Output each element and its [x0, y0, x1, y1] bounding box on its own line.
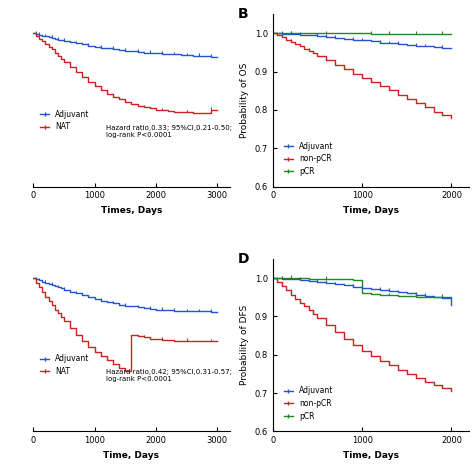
Text: Hazard ratio,0.33; 95%CI,0.21-0.50;
log-rank P<0.0001: Hazard ratio,0.33; 95%CI,0.21-0.50; log-… [106, 125, 232, 137]
Legend: Adjuvant, non-pCR, pCR: Adjuvant, non-pCR, pCR [281, 138, 337, 179]
X-axis label: Time, Days: Time, Days [103, 451, 159, 460]
X-axis label: Time, Days: Time, Days [343, 206, 399, 215]
Text: B: B [237, 7, 248, 21]
Text: D: D [237, 252, 249, 266]
Legend: Adjuvant, NAT: Adjuvant, NAT [37, 107, 93, 135]
Y-axis label: Probability of OS: Probability of OS [240, 63, 249, 138]
X-axis label: Times, Days: Times, Days [100, 206, 162, 215]
X-axis label: Time, Days: Time, Days [343, 451, 399, 460]
Text: Hazard ratio,0.42; 95%CI,0.31-0.57;
log-rank P<0.0001: Hazard ratio,0.42; 95%CI,0.31-0.57; log-… [106, 369, 232, 383]
Legend: Adjuvant, non-pCR, pCR: Adjuvant, non-pCR, pCR [281, 383, 337, 424]
Y-axis label: Probability of DFS: Probability of DFS [240, 305, 249, 385]
Legend: Adjuvant, NAT: Adjuvant, NAT [37, 351, 93, 379]
